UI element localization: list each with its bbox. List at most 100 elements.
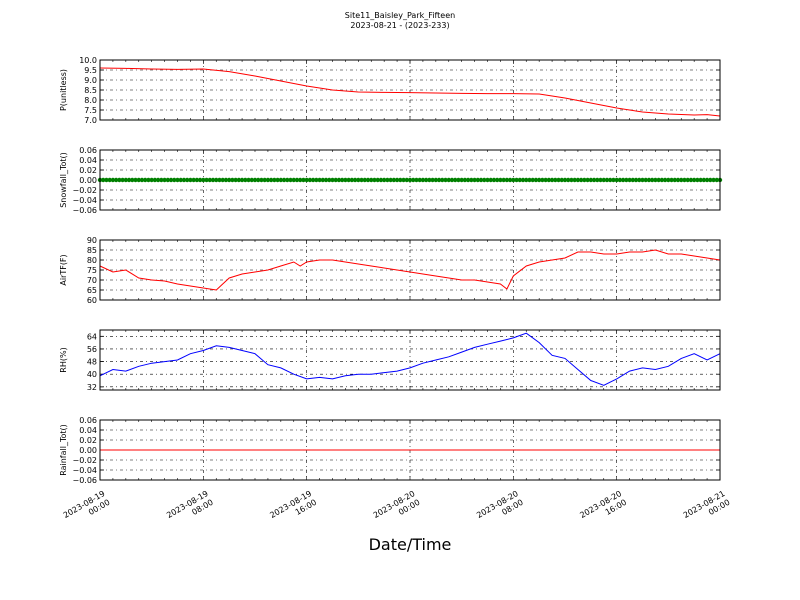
scatter-point bbox=[630, 177, 636, 183]
panel-5: −0.06−0.04−0.020.000.020.040.06 Rainfall_… bbox=[59, 416, 732, 520]
y-tick-label: 0.02 bbox=[79, 436, 97, 445]
scatter-point bbox=[604, 177, 610, 183]
scatter-point bbox=[695, 177, 700, 183]
scatter-point bbox=[507, 177, 513, 183]
scatter-point bbox=[172, 177, 177, 183]
scatter-point bbox=[708, 177, 713, 183]
scatter-point bbox=[181, 177, 187, 183]
scatter-point bbox=[459, 177, 464, 183]
scatter-point bbox=[359, 177, 364, 183]
scatter-point bbox=[356, 177, 361, 183]
scatter-point bbox=[327, 177, 332, 183]
y-tick-label: 56 bbox=[87, 345, 97, 354]
scatter-point bbox=[369, 177, 374, 183]
scatter-point bbox=[488, 177, 493, 183]
y-tick-label: 40 bbox=[87, 370, 97, 379]
scatter-point bbox=[701, 177, 707, 183]
y-axis-label: P(unitless) bbox=[59, 69, 68, 111]
scatter-point bbox=[381, 177, 387, 183]
scatter-point bbox=[514, 177, 519, 183]
scatter-point bbox=[633, 177, 639, 183]
scatter-point bbox=[120, 177, 125, 183]
scatter-point bbox=[339, 177, 345, 183]
scatter-point bbox=[627, 177, 632, 183]
scatter-point bbox=[430, 177, 435, 183]
axes-frame bbox=[99, 149, 721, 211]
scatter-point bbox=[501, 177, 506, 183]
scatter-point bbox=[453, 177, 458, 183]
scatter-point bbox=[714, 177, 719, 183]
scatter-point bbox=[691, 177, 697, 183]
scatter-point bbox=[210, 177, 216, 183]
scatter-point bbox=[352, 177, 358, 183]
scatter-point bbox=[268, 177, 274, 183]
y-tick-label: 0.04 bbox=[79, 426, 97, 435]
y-tick-label: −0.02 bbox=[72, 186, 97, 195]
scatter-point bbox=[640, 177, 645, 183]
y-tick-label: 85 bbox=[87, 246, 97, 255]
y-tick-label: 7.0 bbox=[84, 116, 97, 125]
scatter-point bbox=[220, 177, 225, 183]
scatter-point bbox=[230, 177, 235, 183]
series-line bbox=[99, 249, 721, 291]
panel-1: 7.07.58.08.59.09.510.0 P(unitless) bbox=[59, 56, 721, 125]
scatter-point bbox=[456, 177, 461, 183]
scatter-point bbox=[320, 177, 326, 183]
scatter-point bbox=[449, 177, 455, 183]
scatter-point bbox=[201, 177, 206, 183]
y-axis-label: AirTF(F) bbox=[59, 254, 68, 285]
scatter-point bbox=[207, 177, 212, 183]
scatter-point bbox=[472, 177, 477, 183]
scatter-point bbox=[427, 177, 432, 183]
scatter-point bbox=[165, 177, 171, 183]
scatter-point bbox=[659, 177, 665, 183]
scatter-point bbox=[152, 177, 158, 183]
scatter-point bbox=[436, 177, 442, 183]
scatter-point bbox=[462, 177, 468, 183]
scatter-point bbox=[246, 177, 251, 183]
scatter-point bbox=[323, 177, 329, 183]
scatter-point bbox=[572, 177, 577, 183]
scatter-point bbox=[504, 177, 510, 183]
y-tick-label: 75 bbox=[87, 266, 97, 275]
scatter-point bbox=[411, 177, 416, 183]
axes-frame bbox=[99, 419, 721, 481]
y-tick-label: 64 bbox=[87, 332, 97, 341]
scatter-point bbox=[388, 177, 393, 183]
scatter-point bbox=[711, 177, 716, 183]
scatter-point bbox=[511, 177, 516, 183]
scatter-point bbox=[130, 177, 135, 183]
y-tick-label: 60 bbox=[87, 296, 97, 305]
scatter-point bbox=[301, 177, 306, 183]
scatter-point bbox=[669, 177, 674, 183]
y-tick-label: −0.02 bbox=[72, 456, 97, 465]
scatter-point bbox=[265, 177, 271, 183]
scatter-series bbox=[97, 177, 723, 183]
y-tick-label: 7.5 bbox=[84, 106, 97, 115]
scatter-point bbox=[104, 177, 109, 183]
scatter-point bbox=[239, 177, 245, 183]
panel-2: −0.06−0.04−0.020.000.020.040.06 Snowfall_… bbox=[59, 146, 723, 215]
scatter-point bbox=[601, 177, 606, 183]
scatter-point bbox=[698, 177, 703, 183]
scatter-point bbox=[401, 177, 406, 183]
scatter-point bbox=[672, 177, 677, 183]
scatter-point bbox=[398, 177, 403, 183]
y-tick-label: 0.04 bbox=[79, 156, 97, 165]
scatter-point bbox=[365, 177, 371, 183]
scatter-point bbox=[139, 177, 145, 183]
scatter-point bbox=[233, 177, 238, 183]
scatter-point bbox=[307, 177, 313, 183]
scatter-point bbox=[133, 177, 138, 183]
scatter-point bbox=[126, 177, 132, 183]
y-tick-label: −0.06 bbox=[72, 476, 97, 485]
scatter-point bbox=[146, 177, 151, 183]
y-tick-label: 10.0 bbox=[79, 56, 97, 65]
scatter-point bbox=[204, 177, 209, 183]
scatter-point bbox=[524, 177, 529, 183]
scatter-point bbox=[184, 177, 190, 183]
